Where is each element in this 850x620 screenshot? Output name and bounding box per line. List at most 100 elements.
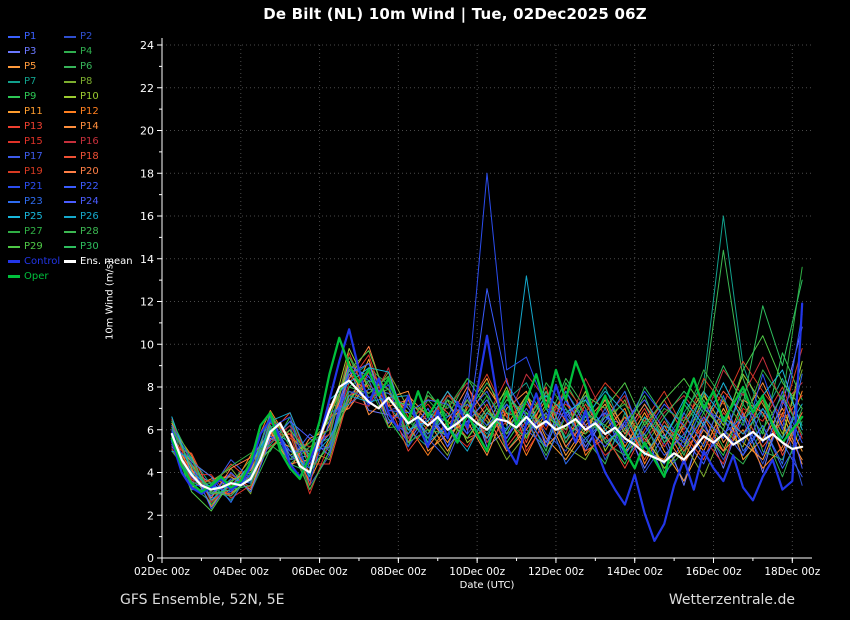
legend-item-p25: P25 — [8, 212, 64, 222]
legend-swatch — [64, 96, 76, 98]
legend-swatch — [8, 96, 20, 98]
legend-item-oper: Oper — [8, 272, 64, 282]
legend-item-p7: P7 — [8, 77, 64, 87]
y-tick-label: 18 — [140, 167, 154, 180]
legend-swatch — [64, 66, 76, 68]
y-tick-label: 0 — [147, 552, 154, 565]
legend-label: P25 — [24, 212, 43, 222]
legend-label: P26 — [80, 212, 99, 222]
legend-swatch — [64, 216, 76, 218]
legend-swatch — [64, 171, 76, 173]
legend-swatch — [8, 51, 20, 53]
legend-swatch — [8, 36, 20, 38]
legend-label: P7 — [24, 77, 36, 87]
legend-item-p21: P21 — [8, 182, 64, 192]
x-tick-label: 10Dec 00z — [449, 566, 505, 578]
x-tick-label: 02Dec 00z — [134, 566, 190, 578]
legend-label: P19 — [24, 167, 43, 177]
legend-swatch — [8, 111, 20, 113]
legend-label: P5 — [24, 62, 36, 72]
y-tick-label: 24 — [140, 39, 154, 52]
legend-label: P29 — [24, 242, 43, 252]
legend-label: P16 — [80, 137, 99, 147]
legend-swatch — [8, 126, 20, 128]
legend-item-p5: P5 — [8, 62, 64, 72]
legend-item-p9: P9 — [8, 92, 64, 102]
y-tick-label: 4 — [147, 467, 154, 480]
legend-swatch — [64, 36, 76, 38]
legend-swatch — [8, 186, 20, 188]
legend-label: Control — [24, 257, 60, 267]
legend-swatch — [64, 51, 76, 53]
legend-label: P13 — [24, 122, 43, 132]
x-tick-label: 14Dec 00z — [607, 566, 663, 578]
legend-label: P17 — [24, 152, 43, 162]
legend-item-p2: P2 — [64, 32, 126, 42]
legend-label: P1 — [24, 32, 36, 42]
legend-item-p15: P15 — [8, 137, 64, 147]
legend-label: P22 — [80, 182, 99, 192]
legend-item-p6: P6 — [64, 62, 126, 72]
legend-label: P28 — [80, 227, 99, 237]
x-tick-label: 04Dec 00z — [213, 566, 269, 578]
x-tick-label: 08Dec 00z — [370, 566, 426, 578]
legend-label: P10 — [80, 92, 99, 102]
y-tick-label: 22 — [140, 82, 154, 95]
legend-swatch — [8, 216, 20, 218]
legend-item-p27: P27 — [8, 227, 64, 237]
legend-item-p30: P30 — [64, 242, 126, 252]
legend-item-p24: P24 — [64, 197, 126, 207]
legend-label: P30 — [80, 242, 99, 252]
legend-swatch — [8, 246, 20, 248]
legend-swatch — [64, 81, 76, 83]
legend-swatch — [8, 81, 20, 83]
legend-swatch — [64, 141, 76, 143]
legend-swatch — [64, 201, 76, 203]
y-axis-label: 10m Wind (m/s) — [105, 260, 116, 340]
legend-label: P6 — [80, 62, 92, 72]
y-tick-label: 20 — [140, 125, 154, 138]
legend-label: P3 — [24, 47, 36, 57]
y-tick-label: 12 — [140, 296, 154, 309]
legend-item-p4: P4 — [64, 47, 126, 57]
legend-label: P24 — [80, 197, 99, 207]
legend-item-p10: P10 — [64, 92, 126, 102]
plot-area: 02468101214161820222402Dec 00z04Dec 00z0… — [0, 0, 850, 620]
y-tick-label: 8 — [147, 381, 154, 394]
legend-item-p12: P12 — [64, 107, 126, 117]
legend-item-p1: P1 — [8, 32, 64, 42]
legend-swatch — [8, 171, 20, 173]
chart-page: 02468101214161820222402Dec 00z04Dec 00z0… — [0, 0, 850, 620]
legend-item-p28: P28 — [64, 227, 126, 237]
x-axis-label: Date (UTC) — [162, 580, 812, 591]
legend-item-p3: P3 — [8, 47, 64, 57]
legend-label: Oper — [24, 272, 48, 282]
legend-swatch — [8, 141, 20, 143]
legend-label: P8 — [80, 77, 92, 87]
x-tick-label: 12Dec 00z — [528, 566, 584, 578]
legend-swatch — [64, 186, 76, 188]
chart-title: De Bilt (NL) 10m Wind | Tue, 02Dec2025 0… — [60, 5, 850, 23]
x-tick-label: 06Dec 00z — [292, 566, 348, 578]
legend-swatch — [64, 111, 76, 113]
legend-swatch — [64, 246, 76, 248]
legend: P1P2P3P4P5P6P7P8P9P10P11P12P13P14P15P16P… — [8, 29, 126, 284]
legend-label: P27 — [24, 227, 43, 237]
series-P22 — [172, 289, 802, 509]
y-tick-label: 14 — [140, 253, 154, 266]
x-tick-label: 16Dec 00z — [686, 566, 742, 578]
legend-item-ens-mean: Ens. mean — [64, 257, 126, 267]
legend-item-p29: P29 — [8, 242, 64, 252]
legend-label: P4 — [80, 47, 92, 57]
y-tick-label: 10 — [140, 338, 154, 351]
y-tick-label: 2 — [147, 509, 154, 522]
legend-swatch — [8, 275, 20, 278]
legend-label: P18 — [80, 152, 99, 162]
legend-item-p20: P20 — [64, 167, 126, 177]
legend-label: P12 — [80, 107, 99, 117]
legend-item-p8: P8 — [64, 77, 126, 87]
footer-site-name: Wetterzentrale.de — [669, 592, 795, 608]
legend-swatch — [64, 126, 76, 128]
legend-label: P2 — [80, 32, 92, 42]
legend-swatch — [8, 201, 20, 203]
